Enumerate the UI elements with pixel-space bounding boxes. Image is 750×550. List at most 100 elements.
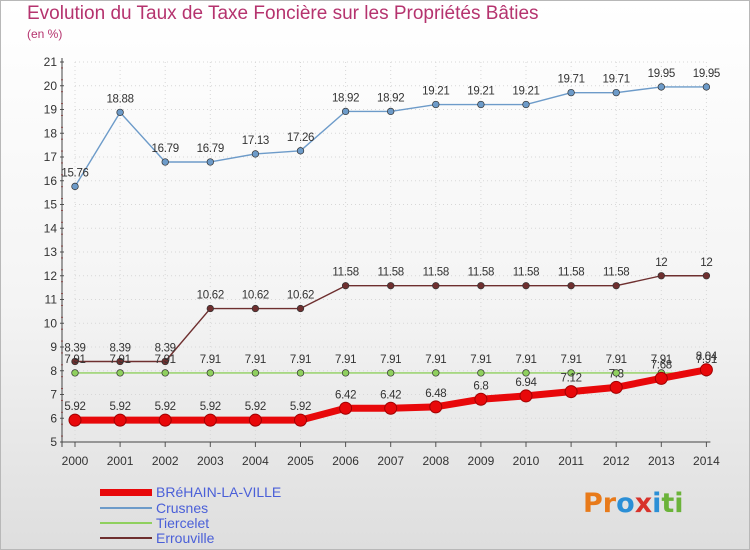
data-label: 10.62 [242, 290, 269, 302]
data-label: 15.76 [61, 167, 88, 179]
data-label: 7.91 [470, 354, 491, 366]
data-label: 7.91 [696, 354, 717, 366]
data-point [341, 282, 350, 290]
data-label: 16.79 [152, 143, 179, 155]
data-point [429, 400, 443, 414]
y-tick-label: 11 [45, 293, 58, 307]
data-label: 7.91 [290, 354, 311, 366]
data-point [612, 88, 620, 97]
data-point [71, 357, 79, 366]
data-point [432, 282, 440, 290]
legend-label-errouville: Errouville [156, 530, 215, 546]
data-point [116, 357, 124, 366]
data-point [657, 272, 665, 280]
data-point [116, 108, 124, 116]
data-label: 6.94 [515, 377, 537, 389]
data-label: 19.95 [648, 68, 675, 80]
data-point [339, 401, 353, 415]
x-tick-label: 2009 [468, 454, 495, 468]
data-label: 10.62 [197, 290, 224, 302]
y-tick-label: 9 [50, 340, 57, 354]
data-label: 7.91 [651, 354, 672, 366]
data-label: 5.92 [155, 401, 176, 413]
unit-label: (en %) [27, 27, 63, 41]
data-point [612, 282, 620, 290]
legend-swatch-errouville [100, 537, 152, 539]
legend-item-errouville: Errouville [100, 530, 360, 546]
y-tick-label: 16 [44, 174, 58, 188]
y-tick-label: 7 [50, 388, 57, 402]
data-label: 6.42 [380, 389, 401, 401]
x-tick-label: 2005 [287, 454, 314, 468]
data-label: 7.3 [609, 368, 624, 380]
y-tick-label: 5 [50, 435, 57, 449]
data-point [251, 150, 260, 158]
data-label: 11.58 [468, 267, 494, 279]
data-label: 5.92 [64, 401, 85, 413]
data-label: 7.91 [561, 354, 582, 366]
x-tick-label: 2004 [242, 454, 269, 468]
y-tick-label: 6 [50, 411, 57, 425]
data-label: 17.13 [242, 135, 269, 147]
y-tick-label: 10 [44, 316, 58, 330]
data-point [71, 369, 79, 377]
x-tick-label: 2002 [152, 454, 179, 468]
data-label: 7.91 [515, 354, 536, 366]
data-point [206, 369, 214, 377]
data-point [296, 147, 305, 155]
data-point [477, 369, 485, 377]
logo-letter: r [602, 488, 617, 519]
data-point [654, 371, 668, 385]
x-tick-label: 2011 [558, 454, 584, 468]
logo-letter: o [616, 488, 635, 519]
legend-label-crusnes: Crusnes [156, 500, 209, 516]
data-point [203, 413, 217, 427]
data-label: 6.8 [473, 380, 488, 392]
data-label: 5.92 [290, 401, 311, 413]
data-label: 12 [700, 257, 712, 269]
data-label: 12 [655, 257, 667, 269]
data-label: 7.91 [245, 354, 266, 366]
data-point [657, 83, 665, 91]
data-label: 7.91 [425, 354, 446, 366]
logo-letter: t [661, 488, 675, 519]
x-tick-label: 2010 [513, 454, 540, 468]
data-point [116, 369, 124, 377]
data-point [206, 158, 214, 166]
y-tick-label: 8 [50, 364, 57, 378]
data-label: 17.26 [287, 132, 314, 144]
data-point [68, 413, 82, 427]
data-point [206, 304, 214, 313]
data-point [522, 369, 530, 377]
data-point [251, 369, 260, 377]
data-point [702, 272, 711, 280]
data-point [522, 282, 530, 290]
data-point [477, 100, 485, 109]
data-point [432, 100, 440, 109]
data-label: 18.92 [377, 92, 404, 104]
legend-item-crusnes: Crusnes [100, 500, 360, 516]
data-label: 11.58 [513, 267, 539, 279]
data-label: 16.79 [197, 143, 224, 155]
y-tick-label: 21 [44, 55, 58, 69]
legend-swatch-tiercelet [100, 522, 152, 524]
data-point [387, 369, 395, 377]
data-point [384, 401, 398, 415]
data-label: 7.91 [64, 354, 85, 366]
data-point [251, 304, 260, 313]
data-label: 7.91 [380, 354, 401, 366]
data-label: 19.21 [422, 86, 449, 98]
x-tick-label: 2012 [603, 454, 630, 468]
data-point [341, 107, 350, 116]
data-point [564, 385, 578, 399]
legend-item-brehain: BRéHAIN-LA-VILLE [100, 484, 360, 500]
data-label: 8.04 [696, 351, 718, 363]
data-label: 5.92 [110, 401, 131, 413]
logo-letter: i [674, 488, 684, 519]
data-label: 7.12 [561, 373, 582, 385]
data-point [699, 363, 713, 377]
legend-item-tiercelet: Tiercelet [100, 515, 360, 531]
legend-swatch-crusnes [100, 507, 152, 509]
data-label: 7.91 [200, 354, 221, 366]
